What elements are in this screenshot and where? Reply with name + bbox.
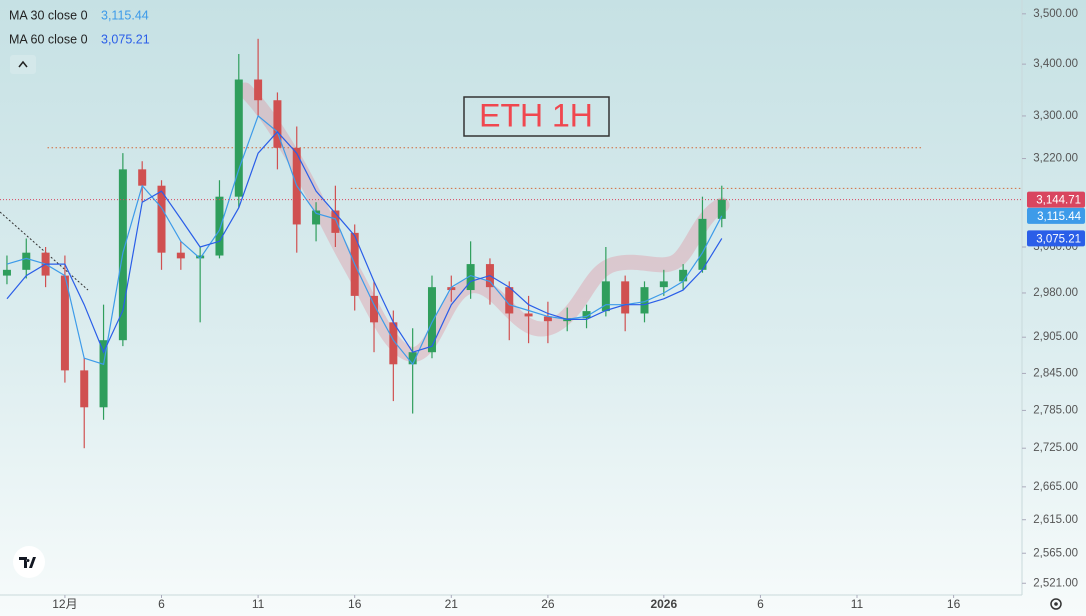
settings-icon-dot bbox=[1054, 602, 1058, 606]
legend-name: MA 30 close 0 bbox=[9, 8, 88, 22]
candle-body bbox=[99, 340, 108, 408]
trend-line bbox=[0, 211, 89, 291]
y-tick-label: 2,845.00 bbox=[1033, 367, 1078, 379]
candle-body bbox=[408, 352, 417, 365]
candle-body bbox=[543, 316, 552, 322]
price-badge-label: 3,144.71 bbox=[1036, 195, 1081, 207]
price-badge bbox=[1027, 207, 1085, 224]
candle-body bbox=[312, 210, 321, 225]
candle-body bbox=[80, 370, 89, 408]
candle-body bbox=[389, 322, 398, 365]
candle-body bbox=[138, 169, 147, 186]
price-badge bbox=[1027, 230, 1085, 247]
x-tick-label: 6 bbox=[158, 597, 165, 611]
y-tick-label: 2,615.00 bbox=[1033, 514, 1078, 526]
candle-body bbox=[2, 269, 11, 276]
legend-value: 3,075.21 bbox=[101, 32, 150, 46]
y-tick-label: 3,400.00 bbox=[1033, 58, 1078, 70]
ma-line bbox=[6, 114, 723, 366]
candle-body bbox=[157, 185, 166, 253]
candle-body bbox=[427, 287, 436, 353]
y-tick-label: 2,725.00 bbox=[1033, 442, 1078, 454]
candle-body bbox=[273, 100, 282, 148]
candle-body bbox=[679, 269, 688, 282]
candle-body bbox=[524, 313, 533, 317]
legend-name: MA 60 close 0 bbox=[9, 32, 88, 46]
annotation-box bbox=[463, 96, 610, 137]
y-tick-label: 3,300.00 bbox=[1033, 110, 1078, 122]
candle-body bbox=[659, 281, 668, 288]
candle-body bbox=[621, 281, 630, 314]
y-tick-label: 2,565.00 bbox=[1033, 547, 1078, 559]
collapse-icon bbox=[18, 60, 28, 68]
candle-body bbox=[215, 196, 224, 256]
candle-body bbox=[505, 287, 514, 314]
candle-body bbox=[582, 311, 591, 319]
x-tick-label: 11 bbox=[252, 597, 265, 611]
ma-line bbox=[6, 130, 723, 354]
candle-body bbox=[176, 252, 185, 259]
y-tick-label: 2,785.00 bbox=[1033, 404, 1078, 416]
candle-body bbox=[717, 199, 726, 219]
x-tick-label: 6 bbox=[757, 597, 764, 611]
price-badge bbox=[1027, 191, 1085, 208]
candle-body bbox=[196, 255, 205, 259]
y-tick-label: 2,665.00 bbox=[1033, 481, 1078, 493]
logo-bg bbox=[13, 546, 45, 578]
candle-body bbox=[254, 79, 263, 101]
x-tick-label: 2026 bbox=[650, 597, 677, 611]
candle-body bbox=[447, 287, 456, 291]
x-tick-label: 16 bbox=[947, 597, 961, 611]
candle-body bbox=[370, 295, 379, 323]
logo bbox=[19, 557, 36, 568]
annotation: ETH 1H bbox=[479, 97, 593, 133]
y-tick-label: 2,521.00 bbox=[1033, 577, 1078, 589]
candle-body bbox=[466, 264, 475, 291]
price-badge-label: 3,075.21 bbox=[1036, 233, 1081, 245]
candle-body bbox=[601, 281, 610, 312]
candle-body bbox=[22, 252, 31, 270]
candle-body bbox=[698, 218, 707, 270]
y-tick-label: 2,905.00 bbox=[1033, 331, 1078, 343]
collapse-button[interactable] bbox=[10, 55, 36, 74]
candle-body bbox=[331, 210, 340, 233]
legend-value: 3,115.44 bbox=[101, 8, 149, 22]
y-tick-label: 3,220.00 bbox=[1033, 153, 1078, 165]
x-tick-label: 16 bbox=[348, 597, 362, 611]
candle-body bbox=[60, 275, 69, 371]
x-tick-label: 11 bbox=[851, 597, 864, 611]
settings-icon[interactable] bbox=[1050, 598, 1062, 610]
price-badge-label: 3,115.44 bbox=[1037, 211, 1082, 223]
candle-body bbox=[234, 79, 243, 197]
y-tick-label: 3,500.00 bbox=[1033, 8, 1078, 20]
x-tick-label: 26 bbox=[541, 597, 555, 611]
x-tick-label: 12月 bbox=[52, 597, 77, 611]
y-tick-label: 2,980.00 bbox=[1033, 287, 1078, 299]
candle-body bbox=[640, 287, 649, 314]
x-tick-label: 21 bbox=[445, 597, 459, 611]
